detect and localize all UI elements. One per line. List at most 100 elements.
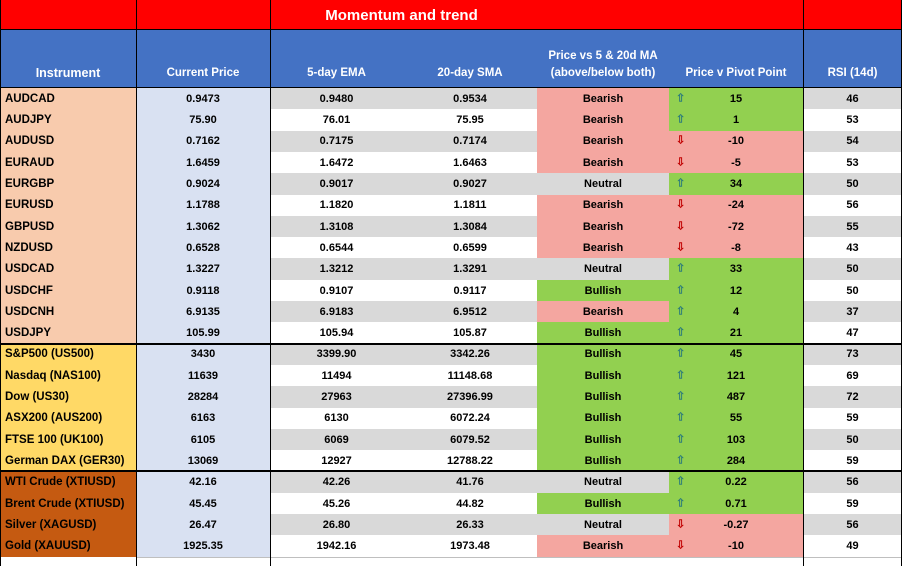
instrument-label: AUDCAD bbox=[5, 92, 55, 105]
instrument-cell: Dow (US30) bbox=[0, 386, 136, 408]
current-price-cell: 45.45 bbox=[136, 492, 270, 515]
ma-signal-cell: Bearish bbox=[537, 151, 669, 174]
instrument-label: ASX200 (AUS200) bbox=[5, 412, 103, 425]
ma-signal-value: Neutral bbox=[584, 476, 622, 489]
ma-signal-value: Bullish bbox=[584, 369, 622, 382]
rsi-cell: 50 bbox=[803, 173, 902, 195]
pivot-value: 34 bbox=[729, 178, 743, 191]
current-price-value: 0.6528 bbox=[186, 241, 220, 254]
instrument-cell: EURUSD bbox=[0, 194, 136, 217]
instrument-cell: USDCNH bbox=[0, 301, 136, 323]
current-price-cell: 13069 bbox=[136, 450, 270, 472]
sma20-value: 3342.26 bbox=[450, 348, 490, 361]
group-divider bbox=[0, 342, 902, 345]
ma-signal-value: Bearish bbox=[582, 305, 624, 318]
sma20-cell: 1.6463 bbox=[403, 151, 537, 174]
header-divider bbox=[0, 87, 902, 88]
sma20-value: 11148.68 bbox=[447, 369, 493, 382]
current-price-value: 3430 bbox=[190, 348, 216, 361]
sma20-value: 0.6599 bbox=[453, 241, 487, 254]
pivot-cell: ⇩ -10 bbox=[669, 130, 803, 153]
table-title: Momentum and trend bbox=[0, 0, 803, 30]
sma20-cell: 11148.68 bbox=[403, 364, 537, 387]
pivot-value: 4 bbox=[732, 305, 740, 318]
current-price-value: 0.9118 bbox=[186, 284, 220, 297]
ema5-value: 0.7175 bbox=[319, 135, 354, 148]
ma-signal-value: Bullish bbox=[584, 284, 622, 297]
ema5-cell: 1.3212 bbox=[270, 258, 403, 281]
rsi-value: 54 bbox=[846, 135, 859, 148]
ma-signal-value: Bullish bbox=[584, 412, 622, 425]
current-price-value: 1.6459 bbox=[186, 156, 220, 169]
rsi-cell: 56 bbox=[803, 471, 902, 494]
column-divider bbox=[0, 0, 1, 566]
current-price-cell: 0.6528 bbox=[136, 237, 270, 259]
ma-signal-value: Bullish bbox=[584, 497, 622, 510]
pivot-value: 487 bbox=[726, 391, 746, 404]
rsi-cell: 50 bbox=[803, 428, 902, 451]
sma20-value: 6072.24 bbox=[450, 412, 490, 425]
header-instrument: Instrument bbox=[0, 30, 136, 88]
pivot-cell: ⇧ 0.71 bbox=[669, 492, 803, 515]
current-price-cell: 6105 bbox=[136, 428, 270, 451]
ma-signal-cell: Bullish bbox=[537, 322, 669, 345]
rsi-value: 59 bbox=[846, 454, 859, 467]
arrow-up-icon: ⇧ bbox=[676, 305, 686, 318]
current-price-cell: 75.90 bbox=[136, 109, 270, 132]
ma-signal-value: Bearish bbox=[582, 199, 624, 212]
sma20-cell: 44.82 bbox=[403, 492, 537, 515]
rsi-cell: 47 bbox=[803, 322, 902, 345]
sma20-cell: 75.95 bbox=[403, 109, 537, 132]
pivot-cell: ⇧ 34 bbox=[669, 173, 803, 195]
rsi-value: 73 bbox=[846, 348, 859, 361]
pivot-value: 121 bbox=[726, 369, 746, 382]
ema5-value: 26.80 bbox=[322, 518, 351, 531]
ma-signal-value: Bearish bbox=[582, 156, 624, 169]
sma20-value: 44.82 bbox=[456, 497, 484, 510]
ema5-cell: 26.80 bbox=[270, 514, 403, 536]
instrument-cell: Brent Crude (XTIUSD) bbox=[0, 492, 136, 515]
ma-signal-value: Bearish bbox=[582, 114, 624, 127]
rsi-value: 55 bbox=[846, 220, 859, 233]
current-price-cell: 1.6459 bbox=[136, 151, 270, 174]
ema5-cell: 6069 bbox=[270, 428, 403, 451]
pivot-value: 45 bbox=[729, 348, 743, 361]
sma20-value: 0.9027 bbox=[453, 178, 487, 191]
sma20-cell: 0.9027 bbox=[403, 173, 537, 195]
rsi-cell: 69 bbox=[803, 364, 902, 387]
pivot-cell: ⇩ -24 bbox=[669, 194, 803, 217]
rsi-value: 56 bbox=[846, 518, 859, 531]
pivot-cell: ⇧ 284 bbox=[669, 450, 803, 472]
current-price-value: 0.7162 bbox=[186, 135, 220, 148]
rsi-value: 72 bbox=[846, 391, 859, 404]
current-price-cell: 1.3227 bbox=[136, 258, 270, 281]
arrow-down-icon: ⇩ bbox=[676, 518, 686, 531]
current-price-cell: 105.99 bbox=[136, 322, 270, 345]
rsi-cell: 72 bbox=[803, 386, 902, 408]
ma-signal-value: Bearish bbox=[582, 540, 624, 553]
instrument-label: NZDUSD bbox=[5, 241, 53, 254]
rsi-value: 43 bbox=[846, 241, 859, 254]
instrument-cell: Silver (XAGUSD) bbox=[0, 514, 136, 536]
rsi-cell: 43 bbox=[803, 237, 902, 259]
current-price-cell: 6.9135 bbox=[136, 301, 270, 323]
ma-signal-value: Bullish bbox=[584, 454, 622, 467]
sma20-value: 41.76 bbox=[456, 476, 484, 489]
arrow-up-icon: ⇧ bbox=[676, 262, 686, 275]
ema5-value: 0.6544 bbox=[319, 241, 354, 254]
pivot-value: -0.27 bbox=[723, 518, 749, 531]
sma20-cell: 0.9534 bbox=[403, 88, 537, 110]
pivot-value: 1 bbox=[732, 114, 740, 127]
instrument-cell: AUDCAD bbox=[0, 88, 136, 110]
ma-signal-cell: Bullish bbox=[537, 407, 669, 430]
header-5day-ema: 5-day EMA bbox=[270, 30, 403, 88]
instrument-cell: AUDJPY bbox=[0, 109, 136, 132]
instrument-label: Brent Crude (XTIUSD) bbox=[5, 497, 125, 510]
ema5-cell: 11494 bbox=[270, 364, 403, 387]
current-price-value: 0.9024 bbox=[186, 178, 220, 191]
row-divider bbox=[136, 556, 902, 558]
rsi-value: 50 bbox=[846, 433, 859, 446]
instrument-cell: USDCAD bbox=[0, 258, 136, 281]
current-price-cell: 42.16 bbox=[136, 471, 270, 494]
pivot-cell: ⇩ -0.27 bbox=[669, 514, 803, 536]
